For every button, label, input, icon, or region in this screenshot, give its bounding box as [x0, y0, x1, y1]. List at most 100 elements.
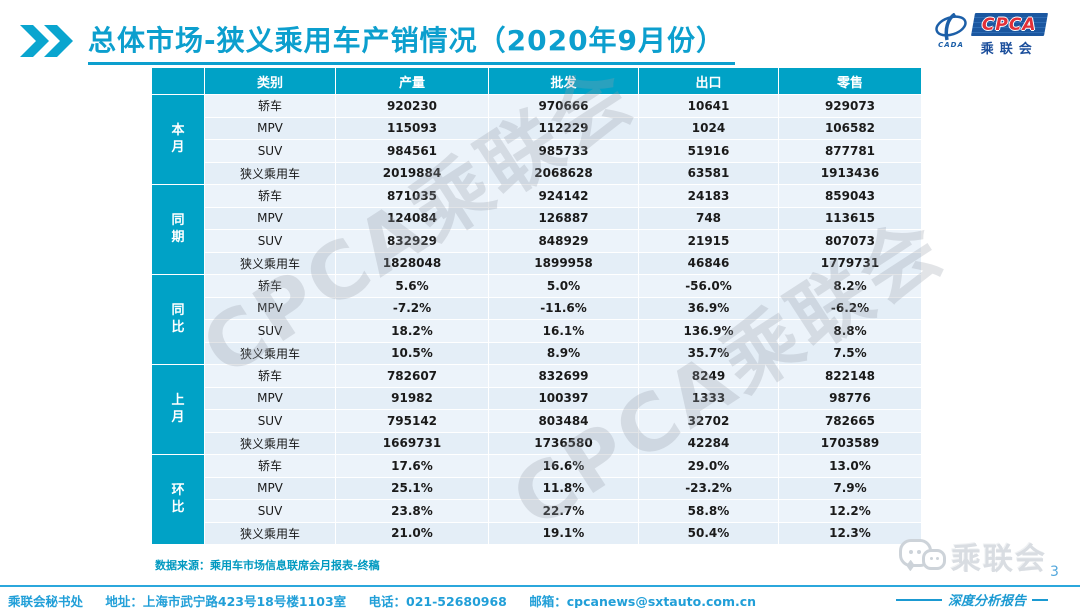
category-cell: 轿车 [205, 365, 335, 387]
category-cell: 轿车 [205, 95, 335, 117]
value-cell: 1899958 [489, 252, 638, 274]
value-cell: 859043 [779, 185, 921, 207]
value-cell: 803484 [489, 410, 638, 432]
value-cell: 1913436 [779, 162, 921, 184]
value-cell: 91982 [336, 387, 488, 409]
report-label-line-left [896, 598, 942, 601]
value-cell: 7.9% [779, 477, 921, 499]
report-label-line-right [1032, 598, 1049, 601]
column-header: 产量 [336, 68, 488, 94]
category-cell: 轿车 [205, 275, 335, 297]
footer-contact: 乘联会秘书处 地址：上海市武宁路423号18号楼1103室 电话：021-526… [8, 591, 774, 608]
cpca-label: CPCA [981, 15, 1037, 35]
category-cell: 狭义乘用车 [205, 162, 335, 184]
market-table: 类别 产量 批发 出口 零售本 月轿车 920230 970666 10641 929073 MP… [152, 68, 921, 544]
category-cell: 狭义乘用车 [205, 432, 335, 454]
value-cell: 18.2% [336, 320, 488, 342]
column-header: 类别 [205, 68, 335, 94]
value-cell: 35.7% [639, 342, 778, 364]
value-cell: 16.6% [489, 455, 638, 477]
value-cell: 98776 [779, 387, 921, 409]
footer-phone: 电话：021-52680968 [368, 594, 507, 608]
category-cell: SUV [205, 320, 335, 342]
value-cell: 871035 [336, 185, 488, 207]
value-cell: 16.1% [489, 320, 638, 342]
value-cell: 1736580 [489, 432, 638, 454]
category-cell: MPV [205, 207, 335, 229]
value-cell: 1779731 [779, 252, 921, 274]
value-cell: 126887 [489, 207, 638, 229]
value-cell: 5.6% [336, 275, 488, 297]
value-cell: 113615 [779, 207, 921, 229]
value-cell: -6.2% [779, 297, 921, 319]
category-cell: SUV [205, 230, 335, 252]
source-note: 数据来源：乘用车市场信息联席会月报表-终稿 [155, 559, 380, 572]
cpca-logo: CADA CPCA 乘联会 [933, 13, 1048, 57]
value-cell: 11.8% [489, 477, 638, 499]
value-cell: 17.6% [336, 455, 488, 477]
value-cell: 58.8% [639, 500, 778, 522]
value-cell: 807073 [779, 230, 921, 252]
value-cell: 822148 [779, 365, 921, 387]
value-cell: 10641 [639, 95, 778, 117]
row-group-label: 同 比 [152, 275, 204, 364]
category-cell: 轿车 [205, 185, 335, 207]
report-label: 深度分析报告 [896, 590, 1049, 608]
value-cell: 985733 [489, 140, 638, 162]
value-cell: 920230 [336, 95, 488, 117]
row-group-label: 同 期 [152, 185, 204, 274]
table-corner-cell [152, 68, 204, 94]
value-cell: 8.9% [489, 342, 638, 364]
value-cell: 2019884 [336, 162, 488, 184]
value-cell: 12.2% [779, 500, 921, 522]
value-cell: 22.7% [489, 500, 638, 522]
value-cell: 25.1% [336, 477, 488, 499]
value-cell: 877781 [779, 140, 921, 162]
category-cell: 轿车 [205, 455, 335, 477]
value-cell: 832699 [489, 365, 638, 387]
cpca-logo-text: CPCA 乘联会 [970, 13, 1048, 57]
footer-address: 地址：上海市武宁路423号18号楼1103室 [105, 594, 347, 608]
row-group-label: 上 月 [152, 365, 204, 454]
value-cell: 8.8% [779, 320, 921, 342]
category-cell: SUV [205, 500, 335, 522]
value-cell: 1024 [639, 117, 778, 139]
category-cell: 狭义乘用车 [205, 342, 335, 364]
value-cell: 21915 [639, 230, 778, 252]
cpca-badge: CPCA [970, 13, 1048, 36]
value-cell: 32702 [639, 410, 778, 432]
value-cell: 7.5% [779, 342, 921, 364]
row-group-label: 环 比 [152, 455, 204, 544]
value-cell: 848929 [489, 230, 638, 252]
category-cell: MPV [205, 387, 335, 409]
column-header: 零售 [779, 68, 921, 94]
value-cell: 23.8% [336, 500, 488, 522]
value-cell: 795142 [336, 410, 488, 432]
value-cell: -56.0% [639, 275, 778, 297]
value-cell: 19.1% [489, 522, 638, 544]
cada-label: CADA [938, 41, 964, 49]
footer-org: 乘联会秘书处 [8, 594, 84, 608]
value-cell: -7.2% [336, 297, 488, 319]
value-cell: 124084 [336, 207, 488, 229]
column-header: 出口 [639, 68, 778, 94]
cpca-cn-label: 乘联会 [980, 42, 1038, 57]
value-cell: 36.9% [639, 297, 778, 319]
value-cell: 63581 [639, 162, 778, 184]
value-cell: 46846 [639, 252, 778, 274]
row-group-label: 本 月 [152, 95, 204, 184]
category-cell: MPV [205, 297, 335, 319]
category-cell: MPV [205, 117, 335, 139]
value-cell: 984561 [336, 140, 488, 162]
footer-email: 邮箱：cpcanews@sxtauto.com.cn [529, 594, 757, 608]
value-cell: 832929 [336, 230, 488, 252]
footer-divider [0, 585, 1080, 587]
value-cell: 748 [639, 207, 778, 229]
value-cell: 924142 [489, 185, 638, 207]
cpca-logo-emblem: CADA [933, 13, 969, 49]
value-cell: 100397 [489, 387, 638, 409]
value-cell: 8249 [639, 365, 778, 387]
value-cell: 1333 [639, 387, 778, 409]
page-title: 总体市场-狭义乘用车产销情况（2020年9月份） [88, 19, 736, 65]
